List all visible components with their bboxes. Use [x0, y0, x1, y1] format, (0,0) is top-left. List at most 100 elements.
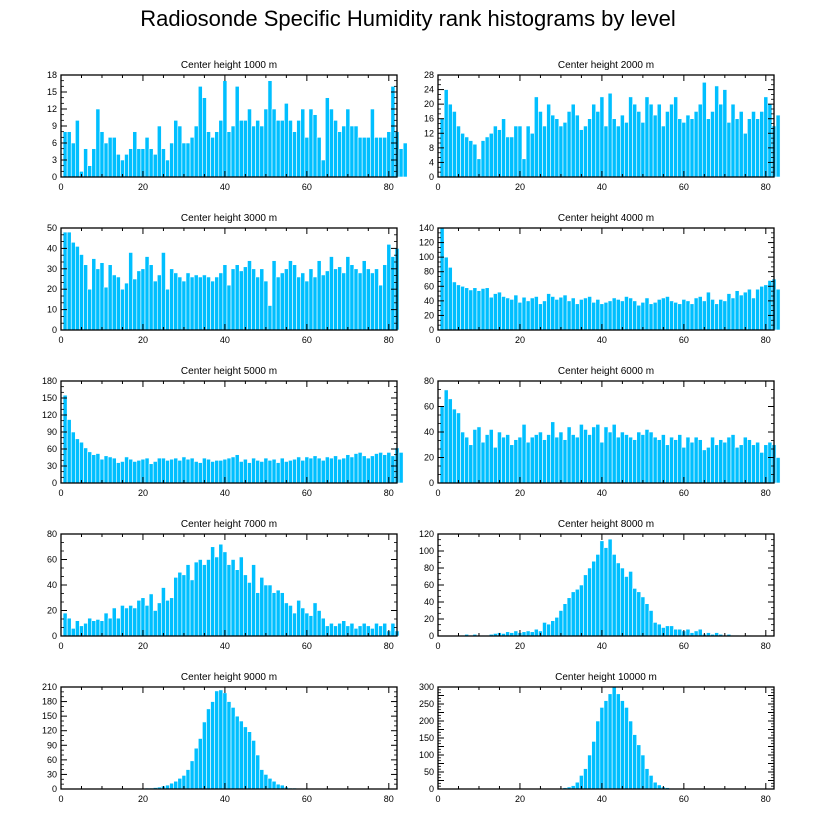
- y-tick-label: 28: [424, 70, 434, 80]
- bar: [70, 241, 76, 331]
- bar: [636, 431, 642, 484]
- bar: [529, 436, 535, 484]
- bar: [521, 296, 527, 331]
- bar: [341, 125, 347, 178]
- bar: [70, 628, 76, 637]
- bar: [603, 125, 609, 178]
- bar: [316, 260, 322, 331]
- bar: [636, 304, 642, 331]
- bar: [738, 294, 744, 331]
- y-tick-label: 120: [419, 238, 434, 248]
- bar: [349, 622, 355, 637]
- bar: [734, 290, 740, 331]
- bar: [251, 125, 256, 178]
- bar: [693, 297, 699, 331]
- bar: [493, 293, 498, 331]
- bar: [259, 577, 265, 637]
- y-tick-label: 3: [52, 155, 57, 165]
- bar: [197, 276, 203, 331]
- bar: [218, 272, 224, 331]
- bar: [701, 300, 707, 331]
- bar: [284, 461, 289, 484]
- bar: [685, 436, 691, 484]
- bar: [538, 111, 543, 178]
- bar: [62, 394, 68, 484]
- bar: [206, 131, 211, 178]
- bar: [591, 741, 597, 790]
- bar: [775, 288, 781, 331]
- bar: [62, 231, 68, 331]
- bar: [374, 453, 379, 484]
- bar: [493, 125, 498, 178]
- bar: [603, 426, 609, 484]
- bar: [267, 80, 273, 178]
- bar: [214, 556, 220, 637]
- y-tick-label: 40: [424, 296, 434, 306]
- bar: [611, 686, 617, 790]
- y-tick-label: 18: [47, 70, 57, 80]
- bar: [640, 122, 646, 178]
- bar: [181, 142, 187, 178]
- bar: [689, 118, 695, 178]
- bar: [169, 597, 174, 637]
- bar: [361, 137, 367, 178]
- bar: [185, 564, 191, 637]
- bar: [525, 125, 531, 178]
- bar: [599, 96, 605, 178]
- x-tick-label: 0: [58, 182, 63, 192]
- y-tick-label: 0: [52, 784, 57, 794]
- bar: [185, 458, 191, 484]
- y-tick-label: 30: [47, 264, 57, 274]
- bar: [337, 266, 342, 331]
- bar: [144, 605, 150, 637]
- bar: [156, 125, 162, 178]
- bar: [255, 754, 261, 790]
- y-tick-label: 0: [52, 325, 57, 335]
- bar: [202, 97, 207, 178]
- bar: [107, 137, 113, 178]
- bar: [165, 460, 170, 484]
- bar: [222, 551, 228, 637]
- bar: [70, 431, 76, 484]
- bar: [312, 276, 318, 331]
- bar: [329, 622, 334, 637]
- bar: [193, 747, 199, 790]
- bar: [288, 260, 293, 331]
- x-tick-label: 0: [435, 488, 440, 498]
- bar: [345, 454, 351, 484]
- bar: [583, 429, 588, 484]
- y-tick-label: 16: [424, 114, 434, 124]
- x-tick-label: 0: [435, 794, 440, 804]
- bar: [632, 734, 638, 790]
- bar: [238, 120, 244, 178]
- x-tick-label: 60: [679, 182, 689, 192]
- bar: [103, 612, 109, 637]
- bar: [382, 454, 388, 484]
- bar: [513, 294, 519, 331]
- chart-title: Center height 5000 m: [181, 366, 277, 377]
- bar: [677, 628, 683, 637]
- x-tick-label: 40: [597, 794, 607, 804]
- x-tick-label: 40: [220, 182, 230, 192]
- y-tick-label: 50: [424, 767, 434, 777]
- bar: [591, 560, 597, 637]
- bar: [677, 303, 683, 331]
- bar: [111, 607, 117, 637]
- bar: [337, 458, 342, 484]
- x-tick-label: 0: [58, 488, 63, 498]
- chart-panel-3: Center height 3000 m 0 20 40 60 80 0 10 20 30 40 50: [47, 213, 400, 345]
- bar: [747, 288, 752, 331]
- bar: [128, 605, 134, 637]
- bar: [202, 274, 207, 331]
- bar: [517, 125, 523, 178]
- bar: [292, 458, 297, 484]
- bar: [300, 607, 306, 637]
- bar: [497, 431, 502, 484]
- bar: [148, 593, 154, 637]
- bar: [652, 622, 658, 637]
- bar: [583, 768, 588, 790]
- bar: [238, 556, 244, 637]
- bar: [120, 461, 125, 484]
- bar: [558, 610, 564, 637]
- bar: [579, 584, 584, 637]
